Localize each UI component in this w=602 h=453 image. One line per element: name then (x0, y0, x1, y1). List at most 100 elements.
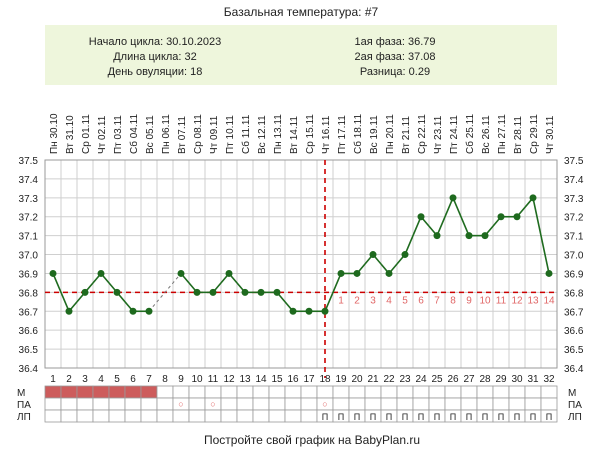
luteal-day-label: 1 (338, 295, 344, 306)
row-cell-pa (252, 397, 270, 411)
lp-mark: П (338, 412, 344, 422)
row-label-pa: ПА (17, 400, 31, 411)
row-cell-pa (44, 397, 62, 411)
temperature-point (353, 269, 361, 277)
row-cell-lp (220, 409, 238, 423)
day-number: 22 (383, 374, 395, 385)
row-cell-m (380, 385, 398, 399)
day-number: 19 (335, 374, 347, 385)
temperature-point (321, 307, 329, 315)
row-cell-pa (476, 397, 494, 411)
row-cell-lp (44, 409, 62, 423)
y-axis-labels: 36.4 36.4 36.5 36.5 36.6 36.6 36.7 36.7 36.8 36.8… (19, 156, 584, 375)
date-label: Сб 25.11 (464, 114, 476, 154)
temperature-point (401, 251, 409, 259)
temperature-segment (516, 197, 534, 218)
grid (44, 159, 558, 369)
temperature-point (49, 269, 57, 277)
date-label: Сб 11.11 (240, 114, 252, 154)
date-label: Пн 20.11 (385, 114, 396, 154)
footer-link[interactable]: Постройте свой график на BabyPlan.ru (204, 433, 420, 447)
row-cell-pa (412, 397, 430, 411)
row-cell-pa (300, 397, 318, 411)
date-labels: Пн 30.10 Вт 31.10 Ср 01.11 Чт 02.11 Пт 03.11… (49, 113, 556, 154)
row-cell-m (412, 385, 430, 399)
pa-mark: ○ (178, 399, 183, 409)
row-cell-m (156, 385, 174, 399)
luteal-day-label: 11 (496, 295, 507, 306)
row-cell-m (92, 385, 110, 399)
temperature-segment (180, 272, 198, 293)
luteal-day-label: 14 (543, 295, 555, 306)
ovulation-day-text: День овуляции: 18 (108, 66, 203, 78)
temperature-point (497, 213, 505, 221)
row-cell-m (364, 385, 382, 399)
temperature-points (49, 194, 553, 315)
day-number: 7 (146, 374, 152, 385)
y-tick-label-left: 36.8 (19, 288, 39, 299)
temperature-segment (452, 197, 470, 236)
luteal-day-label: 3 (370, 295, 376, 306)
y-tick-label-left: 37.1 (19, 232, 39, 243)
day-number-labels: 1 2 3 4 5 6 7 8 9 10 11 12 13 14 15 16 17 18 19 20 21 22 23 24 2… (50, 374, 555, 385)
day-number: 27 (463, 374, 475, 385)
y-tick-label-right: 36.9 (564, 269, 584, 280)
row-label-pa-right: ПА (568, 400, 582, 411)
temperature-point (417, 213, 425, 221)
temperature-segment (372, 254, 390, 274)
date-label: Пн 06.11 (161, 114, 172, 154)
row-cell-m (332, 385, 350, 399)
date-label: Вт 07.11 (177, 116, 188, 154)
temperature-point (529, 194, 537, 202)
row-cell-m (476, 385, 494, 399)
luteal-day-label: 2 (354, 295, 360, 306)
date-label: Чт 23.11 (433, 115, 444, 154)
day-number: 6 (130, 374, 136, 385)
temperature-gap-segment (148, 273, 182, 312)
day-number: 4 (98, 374, 104, 385)
y-tick-label-right: 37.3 (564, 194, 584, 205)
row-cell-pa (236, 397, 254, 411)
row-cell-pa (92, 397, 110, 411)
row-cell-m (316, 385, 334, 399)
day-number: 1 (50, 374, 56, 385)
day-number: 28 (479, 374, 491, 385)
day-number: 31 (527, 374, 539, 385)
day-number: 3 (82, 374, 88, 385)
y-tick-label-right: 37.0 (564, 251, 584, 262)
date-label: Вс 19.11 (369, 115, 380, 154)
temperature-segment (212, 272, 230, 293)
lp-mark: П (418, 412, 424, 422)
luteal-day-label: 12 (511, 295, 523, 306)
day-number: 17 (303, 374, 315, 385)
temperature-segment (116, 291, 134, 312)
day-number: 16 (287, 374, 299, 385)
coverline (45, 160, 557, 378)
day-number: 14 (255, 374, 267, 385)
date-label: Чт 02.11 (97, 115, 108, 154)
temperature-segment (324, 273, 342, 312)
temperature-point (433, 232, 441, 240)
y-tick-label-right: 37.4 (564, 175, 584, 186)
temperature-segment (68, 291, 86, 312)
row-cell-pa (524, 397, 542, 411)
date-label: Вт 21.11 (401, 116, 412, 154)
date-label: Вс 26.11 (481, 115, 492, 154)
row-cell-lp (124, 409, 142, 423)
symptom-rows: М МПА ПА○ ○ ○ЛП ЛПП П П П П П П П П П П П П П П (17, 385, 582, 423)
row-label-m-right: М (568, 388, 576, 399)
temperature-point (177, 269, 185, 277)
temperature-segment (228, 272, 246, 293)
date-label: Пт 10.11 (225, 115, 236, 154)
day-number: 13 (239, 374, 251, 385)
date-label: Чт 09.11 (209, 115, 220, 154)
date-label: Ср 22.11 (417, 114, 428, 154)
day-number: 5 (114, 374, 120, 385)
row-cell-m (108, 385, 126, 399)
lp-mark: П (402, 412, 408, 422)
date-label: Пт 17.11 (337, 115, 348, 154)
luteal-day-label: 13 (527, 295, 539, 306)
temperature-point (225, 269, 233, 277)
temperature-point (545, 269, 553, 277)
cycle-info-box: Начало цикла: 30.10.2023 Длина цикла: 32… (45, 25, 557, 85)
